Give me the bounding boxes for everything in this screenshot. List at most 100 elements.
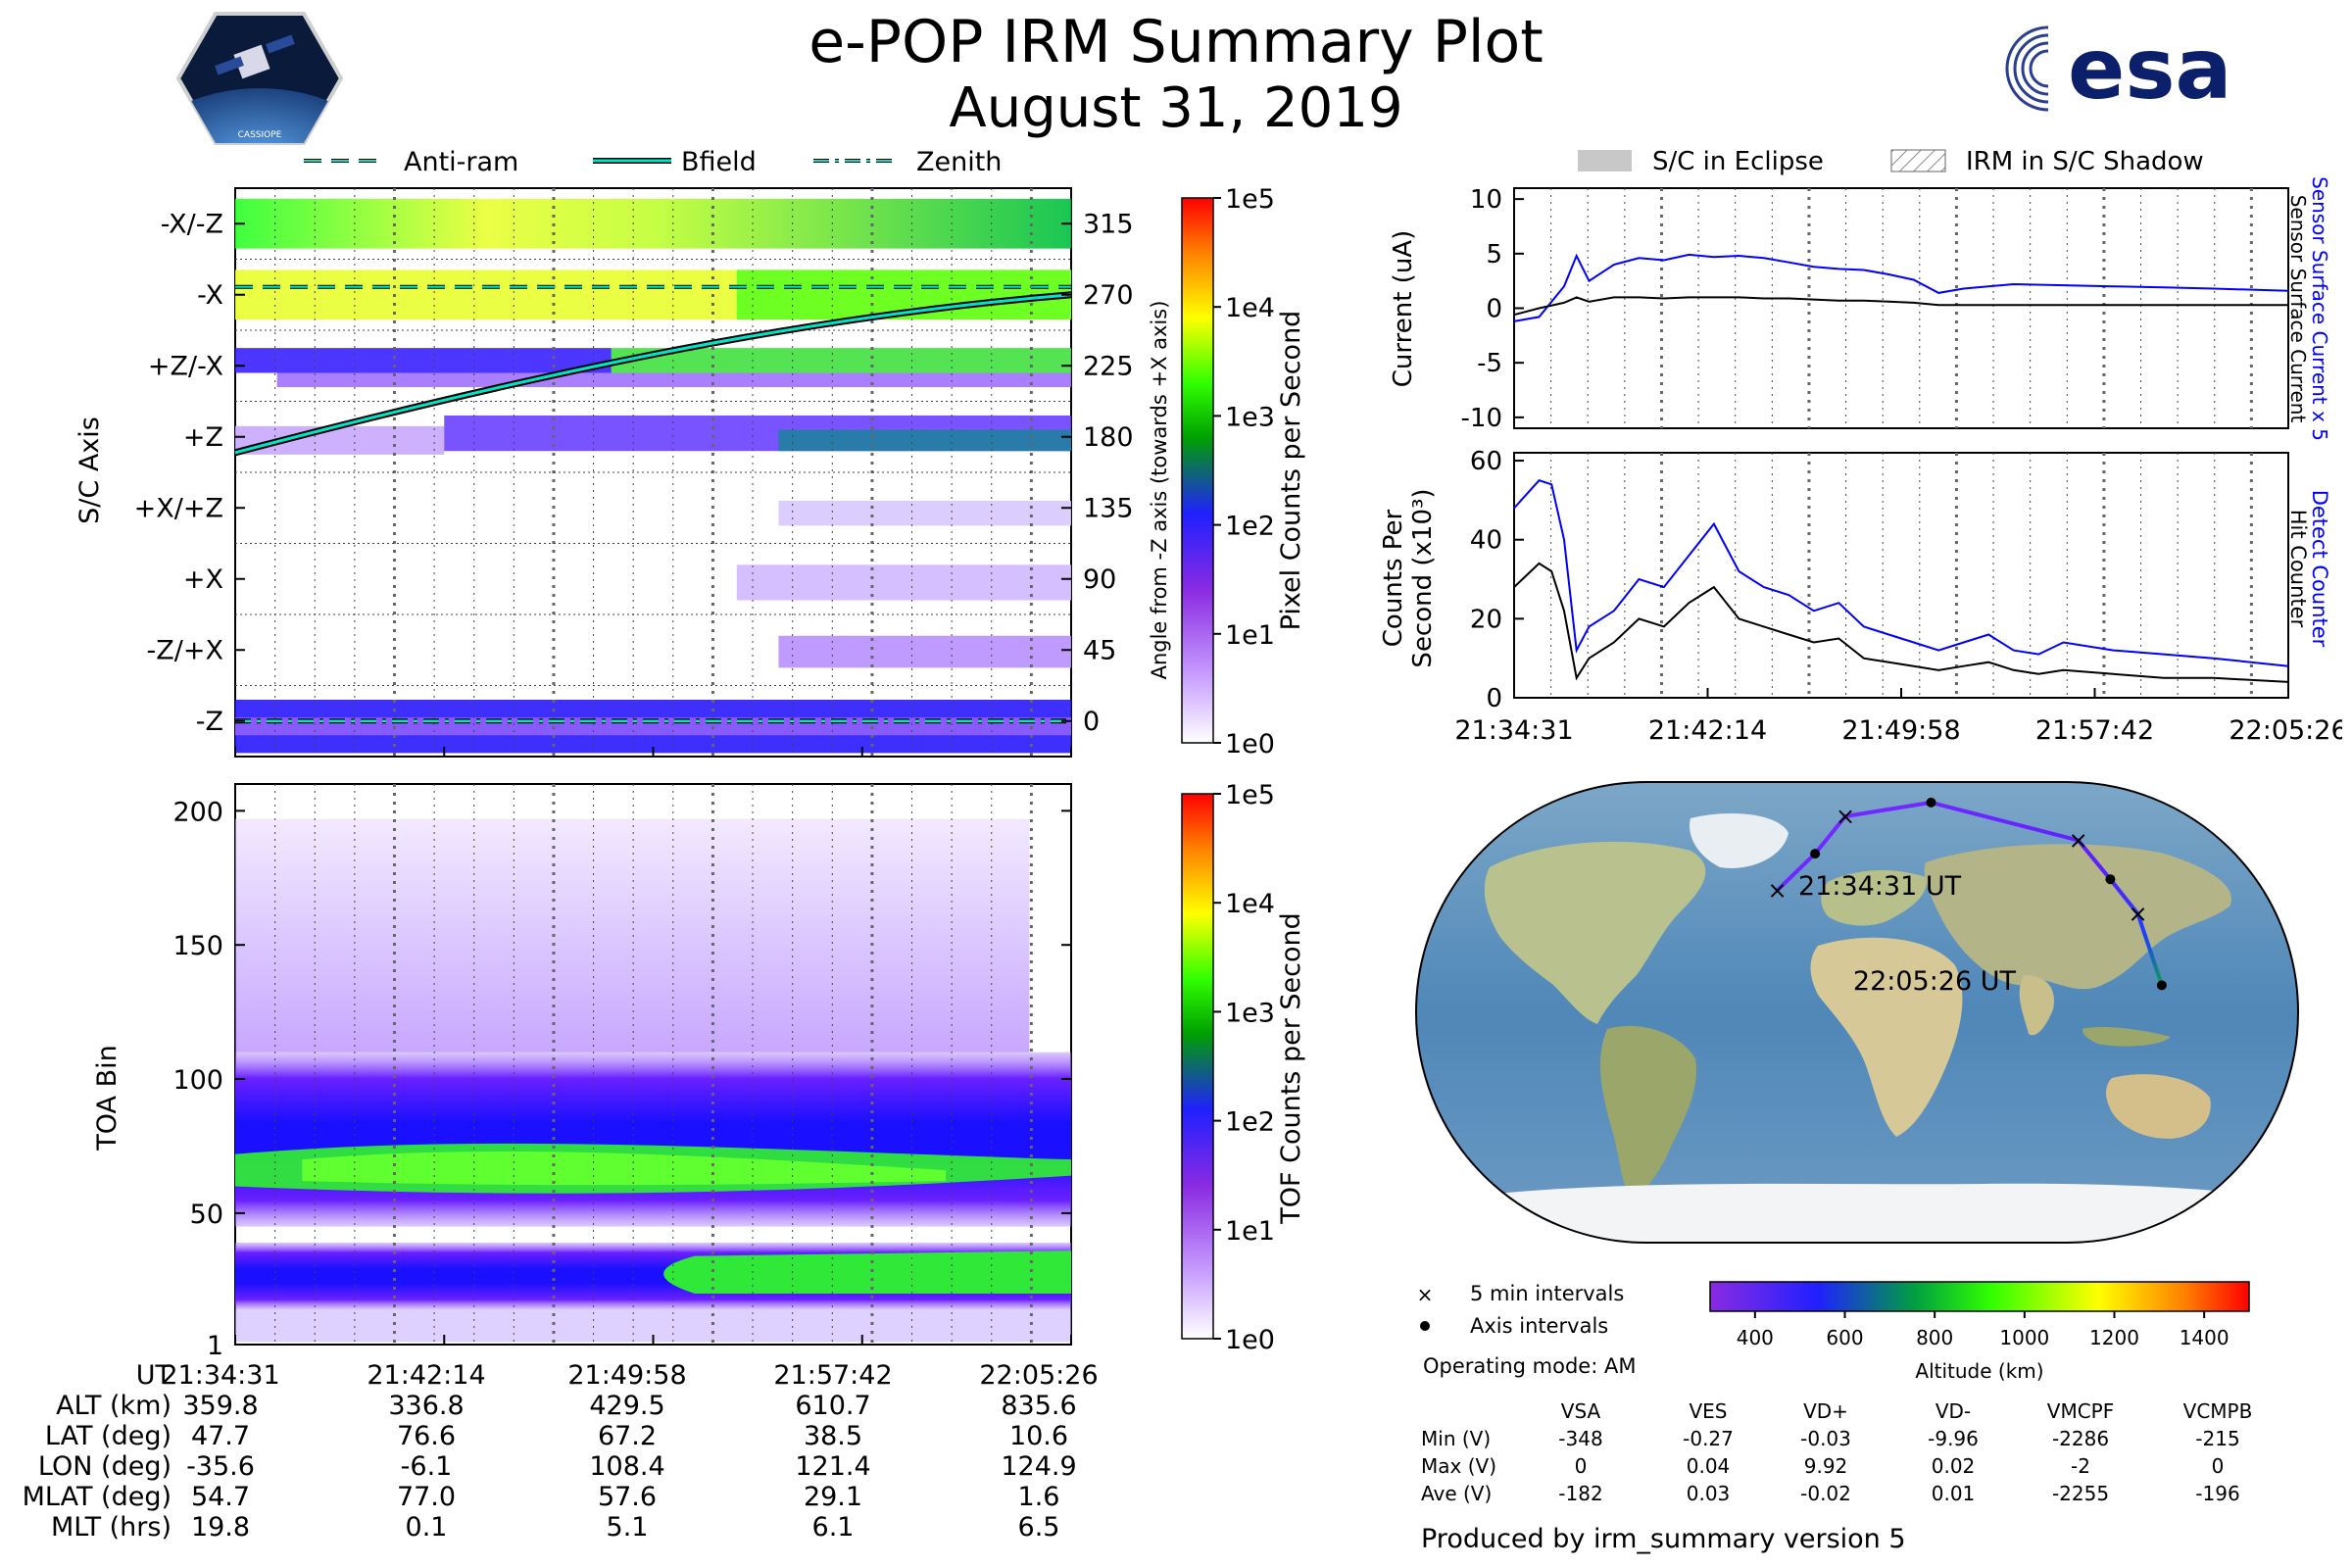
ephem-value-0-4: 22:05:26 (979, 1360, 1099, 1391)
legend-eclipse: S/C in Eclipse (1652, 147, 1824, 176)
pixel-rtick-label-1: 270 (1083, 280, 1134, 311)
pixel-cbtick-label-2: 1e2 (1225, 512, 1275, 542)
orbit-start-label: 21:34:31 UT (1798, 871, 1962, 902)
toa-colorbar (1181, 793, 1214, 1340)
ephem-value-1-4: 835.6 (1001, 1391, 1077, 1421)
ephem-value-0-3: 21:57:42 (773, 1360, 893, 1391)
esa-logo: esa (2005, 21, 2232, 119)
pixel-rtick-label-4: 135 (1083, 493, 1134, 523)
pixel-rtick-label-7: 0 (1083, 707, 1100, 737)
cnt-svg-ytick-label-1: 40 (1470, 526, 1502, 556)
pixel-ytick-label-3: +Z (183, 422, 223, 453)
map-south-america (1599, 1025, 1696, 1200)
voltage-col-1: VES (1689, 1399, 1728, 1423)
voltage-cell-0-0: -348 (1558, 1427, 1603, 1450)
cur-svg-series-0 (1513, 253, 2289, 322)
ephem-value-2-4: 10.6 (1008, 1421, 1069, 1451)
toa-cbtick-label-4: 1e4 (1225, 889, 1275, 919)
voltage-cell-1-2: 9.92 (1803, 1454, 1848, 1478)
plot-date: August 31, 2019 (949, 76, 1403, 140)
pixel-band-2-1 (611, 348, 1071, 373)
ephem-value-1-3: 610.7 (795, 1391, 871, 1421)
ephem-value-0-1: 21:42:14 (367, 1360, 486, 1391)
orbit-track-line (1776, 800, 2164, 986)
voltage-cell-2-5: -196 (2195, 1482, 2240, 1505)
voltage-col-4: VMCPF (2046, 1399, 2115, 1423)
voltage-cell-1-1: 0.04 (1686, 1454, 1731, 1478)
toa-colorbar-label: TOF Counts per Second (1276, 912, 1306, 1225)
ephem-value-3-1: -6.1 (400, 1451, 453, 1482)
toa-ylabel: TOA Bin (92, 1045, 122, 1151)
pixel-band-7-1 (235, 717, 1071, 736)
toa-cbtick-label-2: 1e2 (1225, 1107, 1275, 1138)
pixel-ytick-label-7: -Z (196, 707, 223, 737)
cnt-svg-ytick-label-3: 0 (1486, 684, 1502, 713)
cur-svg-series-1 (1513, 296, 2288, 317)
orbit-map: × × × × 21:34:31 UT 22:05:26 UT (1415, 781, 2299, 1244)
orbit-5min-marker-2: × (1836, 803, 1855, 830)
pixel-colorbar-label: Pixel Counts per Second (1276, 311, 1306, 631)
alt-tick-label-2: 800 (1916, 1326, 1953, 1349)
ephem-value-0-2: 21:49:58 (567, 1360, 687, 1391)
cnt-svg-xtick-label-2: 21:49:58 (1841, 715, 1960, 746)
voltage-cell-0-1: -0.27 (1683, 1427, 1734, 1450)
voltage-cell-1-5: 0 (2211, 1454, 2225, 1478)
map-antarctica (1416, 1183, 2298, 1243)
pixel-band-0-0 (235, 198, 1071, 249)
map-indonesia (2082, 1026, 2171, 1047)
voltage-cell-2-0: -182 (1558, 1482, 1603, 1505)
cur-svg-ytick-label-0: 10 (1470, 185, 1502, 215)
toa-ytick-label-4: 200 (172, 797, 223, 827)
voltage-cell-2-1: 0.03 (1686, 1482, 1731, 1505)
ephem-label-3: LON (deg) (37, 1451, 172, 1482)
ephem-value-2-3: 38.5 (803, 1421, 863, 1451)
ephem-value-5-2: 5.1 (606, 1512, 649, 1543)
counts-ylabel-1: Counts Per (1379, 509, 1408, 647)
cnt-svg-series-0 (1513, 479, 2289, 667)
toa-cbtick-label-0: 1e0 (1225, 1325, 1275, 1355)
toa-green-bright (302, 1152, 947, 1186)
toa-ytick-label-1: 50 (190, 1200, 223, 1230)
pixel-ytick-label-4: +X/+Z (134, 493, 223, 523)
map-legend: × 5 min intervals Axis intervals (1417, 1282, 1625, 1338)
counts-x-ticks: 21:34:31 21:42:14 21:49:58 21:57:42 22:05:26 (1454, 688, 2342, 746)
ephem-value-4-1: 77.0 (396, 1482, 457, 1512)
map-north-america (1484, 841, 1706, 1024)
orbit-5min-marker-4: × (2069, 827, 2088, 855)
ephem-label-2: LAT (deg) (44, 1421, 172, 1451)
toa-ytick-label-0: 1 (207, 1331, 223, 1361)
counts-lines (1513, 479, 2289, 683)
ephem-value-4-3: 29.1 (803, 1482, 863, 1512)
toa-blue-band (235, 1052, 1071, 1227)
cnt-svg-xtick-label-3: 21:57:42 (2035, 715, 2154, 746)
map-asia (1924, 844, 2231, 990)
voltage-cell-1-3: 0.02 (1931, 1454, 1976, 1478)
voltage-col-3: VD- (1935, 1399, 1972, 1423)
page-title: e-POP IRM Summary Plot (808, 8, 1544, 76)
pixel-rtick-label-5: 90 (1083, 564, 1116, 595)
current-y-ticks: 10 5 0 -5 -10 (1461, 185, 1524, 433)
orbit-end-label: 22:05:26 UT (1853, 966, 2017, 997)
ephem-label-1: ALT (km) (56, 1391, 172, 1421)
alt-tick-label-0: 400 (1737, 1326, 1774, 1349)
toa-colorbar-ticks: 1e0 1e1 1e2 1e3 1e4 1e5 (1213, 780, 1275, 1355)
toa-bands (235, 818, 1071, 1343)
ephem-value-5-1: 0.1 (405, 1512, 448, 1543)
operating-mode: Operating mode: AM (1423, 1354, 1637, 1378)
alt-tick-label-4: 1200 (2089, 1326, 2139, 1349)
pixel-angle-lines (234, 284, 1072, 724)
current-panel: 10 5 0 -5 -10 Current (uA) Sensor Surface Cu… (1389, 176, 2331, 441)
current-ylabel: Current (uA) (1389, 230, 1418, 387)
counts-ylabel-2: Second (x10³) (1408, 488, 1438, 667)
orbit-5min-marker-6: × (2128, 900, 2147, 927)
map-australia (2106, 1074, 2211, 1139)
cnt-svg-ytick-label-2: 20 (1470, 605, 1502, 634)
pixel-rtick-label-0: 315 (1083, 209, 1134, 239)
counts-panel: 60 40 20 0 21:34:31 21:42:14 21:49:58 21:57:42… (1379, 447, 2342, 746)
cnt-svg-xtick-label-4: 22:05:26 (2229, 715, 2342, 746)
cur-svg-ytick-label-2: 0 (1486, 295, 1502, 324)
pixel-cbtick-label-4: 1e4 (1225, 293, 1275, 323)
pixel-right-axis-label: Angle from -Z axis (towards +X axis) (1148, 301, 1171, 680)
